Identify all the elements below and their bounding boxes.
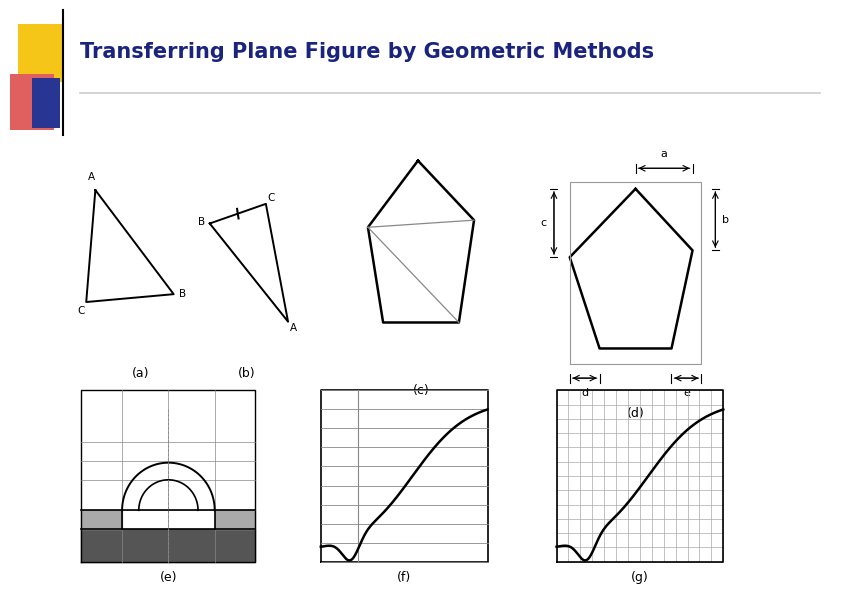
Text: e: e — [683, 389, 690, 399]
Text: A: A — [88, 172, 95, 182]
Bar — [18, 24, 63, 82]
Text: c: c — [541, 218, 547, 228]
Text: a: a — [661, 149, 668, 159]
Text: A: A — [290, 322, 297, 333]
Text: (b): (b) — [237, 367, 255, 380]
Text: B: B — [179, 289, 186, 299]
Text: (d): (d) — [626, 407, 644, 420]
Text: (a): (a) — [132, 367, 150, 380]
Text: C: C — [77, 306, 85, 316]
Text: B: B — [199, 217, 205, 227]
Text: (g): (g) — [631, 571, 649, 584]
Text: b: b — [722, 215, 729, 224]
Text: (f): (f) — [397, 571, 411, 584]
Text: d: d — [581, 389, 589, 399]
Text: Transferring Plane Figure by Geometric Methods: Transferring Plane Figure by Geometric M… — [80, 42, 654, 62]
Bar — [10, 74, 54, 130]
Text: (e): (e) — [160, 571, 177, 584]
Text: C: C — [268, 193, 274, 203]
Bar — [32, 78, 60, 128]
Text: (c): (c) — [413, 384, 429, 397]
